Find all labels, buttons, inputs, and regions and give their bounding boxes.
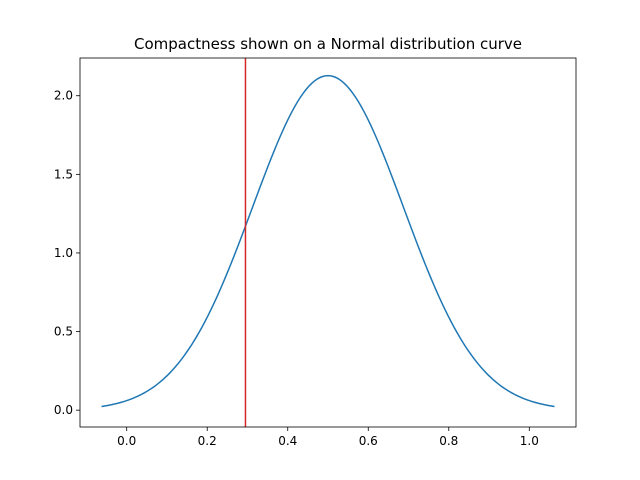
x-tick-label: 0.6 xyxy=(359,434,378,448)
y-tick-label: 2.0 xyxy=(54,89,73,103)
x-tick-label: 0.0 xyxy=(117,434,136,448)
normal-distribution-curve xyxy=(101,74,555,408)
y-axis: 0.0 0.5 1.0 1.5 2.0 xyxy=(54,89,80,417)
y-tick-label: 1.5 xyxy=(54,167,73,181)
chart-title: Compactness shown on a Normal distributi… xyxy=(134,35,522,53)
x-axis: 0.0 0.2 0.4 0.6 0.8 1.0 xyxy=(117,427,539,448)
plot-area xyxy=(101,58,555,427)
y-tick-label: 0.0 xyxy=(54,403,73,417)
y-tick-label: 0.5 xyxy=(54,325,73,339)
x-tick-label: 1.0 xyxy=(520,434,539,448)
x-tick-label: 0.4 xyxy=(278,434,297,448)
x-tick-label: 0.8 xyxy=(439,434,458,448)
plot-frame xyxy=(79,57,577,428)
x-tick-label: 0.2 xyxy=(198,434,217,448)
y-tick-label: 1.0 xyxy=(54,246,73,260)
